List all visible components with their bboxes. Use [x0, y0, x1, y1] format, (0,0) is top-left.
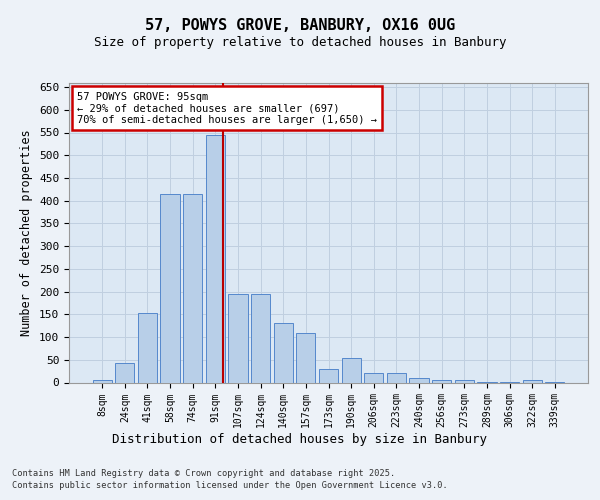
- Bar: [160, 194, 180, 382]
- Bar: [364, 374, 383, 382]
- Text: Size of property relative to detached houses in Banbury: Size of property relative to detached ho…: [94, 36, 506, 49]
- Bar: [341, 358, 361, 382]
- Bar: [296, 332, 316, 382]
- Bar: [229, 294, 248, 382]
- Bar: [251, 294, 270, 382]
- Y-axis label: Number of detached properties: Number of detached properties: [20, 129, 34, 336]
- Bar: [115, 364, 134, 382]
- Text: Contains HM Land Registry data © Crown copyright and database right 2025.: Contains HM Land Registry data © Crown c…: [12, 469, 395, 478]
- Bar: [206, 135, 225, 382]
- Bar: [274, 324, 293, 382]
- Text: Distribution of detached houses by size in Banbury: Distribution of detached houses by size …: [113, 432, 487, 446]
- Bar: [183, 194, 202, 382]
- Bar: [432, 380, 451, 382]
- Bar: [455, 380, 474, 382]
- Bar: [523, 380, 542, 382]
- Bar: [319, 369, 338, 382]
- Bar: [92, 380, 112, 382]
- Text: 57, POWYS GROVE, BANBURY, OX16 0UG: 57, POWYS GROVE, BANBURY, OX16 0UG: [145, 18, 455, 32]
- Bar: [387, 374, 406, 382]
- Text: 57 POWYS GROVE: 95sqm
← 29% of detached houses are smaller (697)
70% of semi-det: 57 POWYS GROVE: 95sqm ← 29% of detached …: [77, 92, 377, 124]
- Text: Contains public sector information licensed under the Open Government Licence v3: Contains public sector information licen…: [12, 481, 448, 490]
- Bar: [409, 378, 428, 382]
- Bar: [138, 314, 157, 382]
